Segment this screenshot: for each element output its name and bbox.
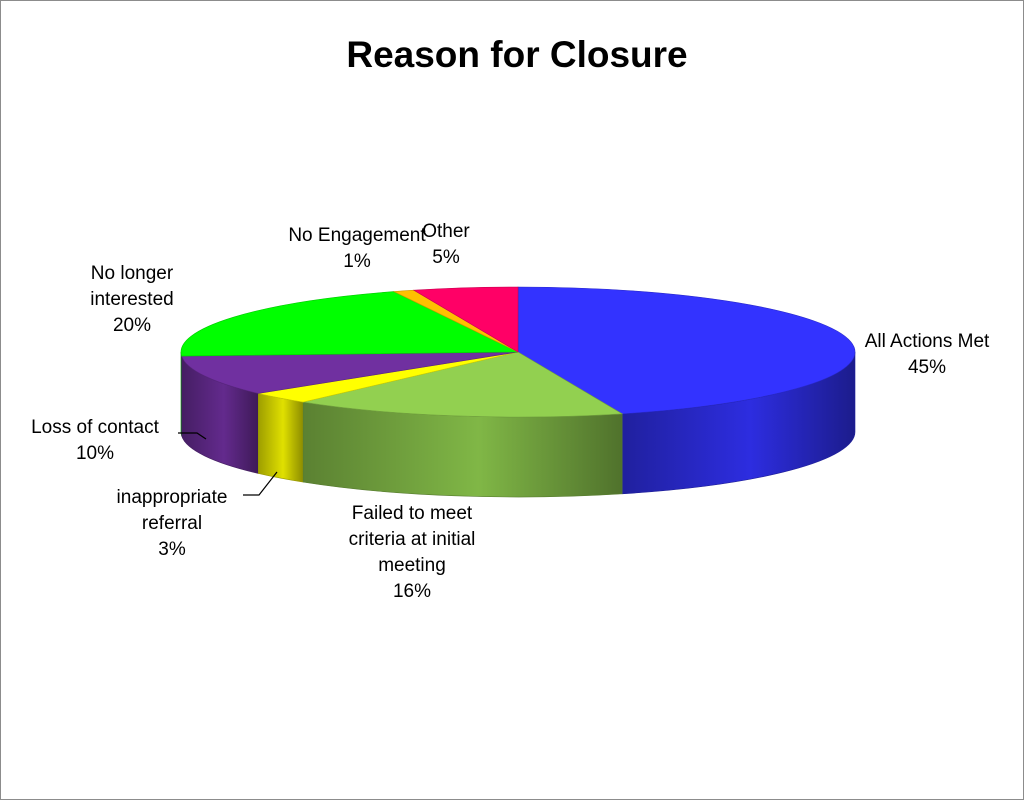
pie-slice-loss-of-contact <box>181 351 519 394</box>
pie-slice-all-actions-met <box>517 286 856 415</box>
data-label-percent: 5% <box>432 247 460 268</box>
data-label-category: Loss of contact <box>31 417 160 438</box>
data-label-no-engagement: No Engagement 1% <box>288 225 426 272</box>
data-label-category: referral <box>142 513 202 534</box>
data-label-percent: 3% <box>158 539 186 560</box>
data-label-percent: 16% <box>393 581 431 602</box>
data-label-other: Other 5% <box>422 221 470 268</box>
data-label-category: inappropriate <box>117 487 228 508</box>
data-label-category: No Engagement <box>288 225 426 246</box>
pie-slice-failed-to-meet-criteria-at-initial-meeting <box>303 351 624 418</box>
pie-tops <box>180 286 856 418</box>
data-label-failed-to-meet-criteria-at-initial-meeting: Failed to meet criteria at initial meeting… <box>349 503 476 602</box>
leader-line-loss-of-contact <box>178 432 207 440</box>
data-label-no-longer-interested: No longer interested 20% <box>90 263 174 336</box>
data-label-percent: 20% <box>113 315 151 336</box>
data-label-category: Failed to meet <box>352 503 473 524</box>
data-label-category: No longer <box>91 263 174 284</box>
data-labels: All Actions Met 45% Failed to meet criteria… <box>31 221 990 602</box>
data-label-category: criteria at initial <box>349 529 476 550</box>
pie-side-inappropriate-referral <box>258 393 304 483</box>
pie-sides <box>180 351 856 498</box>
data-label-category: meeting <box>378 555 446 576</box>
data-label-all-actions-met: All Actions Met 45% <box>865 331 990 378</box>
pie-slice-no-longer-interested <box>180 291 519 357</box>
data-label-loss-of-contact: Loss of contact 10% <box>31 417 160 464</box>
chart-title: Reason for Closure <box>346 34 687 75</box>
data-label-percent: 45% <box>908 357 946 378</box>
data-label-percent: 1% <box>343 251 371 272</box>
pie-slice-other <box>412 286 519 353</box>
data-label-inappropriate-referral: inappropriate referral 3% <box>117 487 228 560</box>
data-label-category: All Actions Met <box>865 331 990 352</box>
data-label-percent: 10% <box>76 443 114 464</box>
data-label-category: Other <box>422 221 470 242</box>
leader-lines <box>178 432 278 496</box>
data-label-category: interested <box>90 289 173 310</box>
leader-line-inappropriate-referral <box>243 471 278 496</box>
